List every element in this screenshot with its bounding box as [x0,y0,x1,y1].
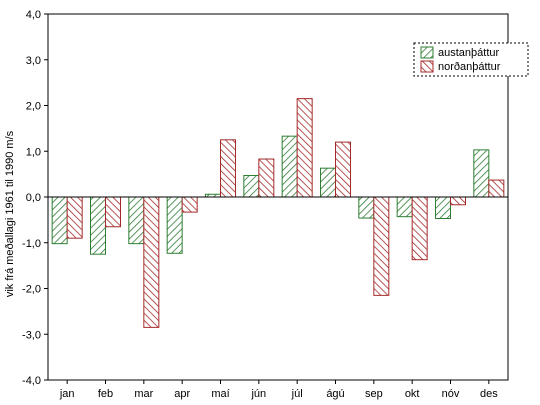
bar-nordanthattur-okt [411,196,428,261]
bar-nordanthattur-jan [66,196,83,239]
bar-nordanthattur-sep [373,196,390,296]
x-tick-label: des [480,388,498,400]
y-tick-label: 3,0 [26,55,41,67]
bar-austanthattur-sep [358,196,375,219]
bars-group [51,98,505,328]
y-tick-label: -3,0 [22,329,41,341]
x-tick-label: apr [174,388,190,400]
bar-nordanthattur-agu [335,141,351,198]
y-tick-label: 0,0 [26,192,41,204]
bar-austanthattur-feb [90,196,106,255]
x-tick-label: nóv [442,388,460,400]
bar-austanthattur-jun [243,174,260,198]
bar-austanthattur-jan [51,196,68,245]
bar-austanthattur-mar [128,196,145,245]
bar-nordanthattur-feb [105,196,121,228]
x-tick-label: jan [59,388,75,400]
legend: austanþáttur norðanþáttur [413,42,529,77]
bar-nordanthattur-des [488,179,505,198]
bar-nordanthattur-nov [450,196,466,206]
x-tick-label: jún [250,388,266,400]
y-tick-label: 2,0 [26,101,41,113]
y-tick-label: -1,0 [22,238,41,250]
y-axis-title: vik frá meðallagi 1961 til 1990 m/s [4,130,16,297]
bar-austanthattur-apr [166,196,183,254]
x-tick-label: júl [291,388,303,400]
bar-austanthattur-jul [281,135,298,198]
x-tick-label: maí [211,388,229,400]
y-tick-label: -4,0 [22,375,41,387]
y-tick-label: 4,0 [26,9,41,21]
legend-label-austanthattur: austanþáttur [438,47,499,59]
x-tick-label: feb [98,388,113,400]
x-tick-label: okt [405,388,420,400]
y-tick-label: -2,0 [22,284,41,296]
bar-austanthattur-des [473,149,490,198]
legend-swatch-austanthattur [420,46,434,59]
bar-nordanthattur-apr [181,196,198,213]
legend-swatch-nordanthattur [420,60,434,73]
bar-nordanthattur-jul [296,98,313,198]
x-axis: jan feb mar apr maí jún júl ágú sep okt nóv des [59,380,498,400]
y-tick-label: 1,0 [26,146,41,158]
y-axis: -4,0 -3,0 -2,0 -1,0 0,0 1,0 2,0 3,0 4,0 [22,9,48,387]
x-tick-label: mar [134,388,153,400]
x-tick-label: sep [365,388,383,400]
legend-label-nordanthattur: norðanþáttur [438,61,501,73]
bar-austanthattur-nov [435,196,451,220]
x-tick-label: ágú [326,388,344,400]
bar-austanthattur-okt [396,196,413,218]
bar-nordanthattur-mai [220,139,236,198]
bar-austanthattur-agu [320,167,336,198]
bar-nordanthattur-jun [258,158,275,198]
bar-nordanthattur-mar [143,196,160,328]
